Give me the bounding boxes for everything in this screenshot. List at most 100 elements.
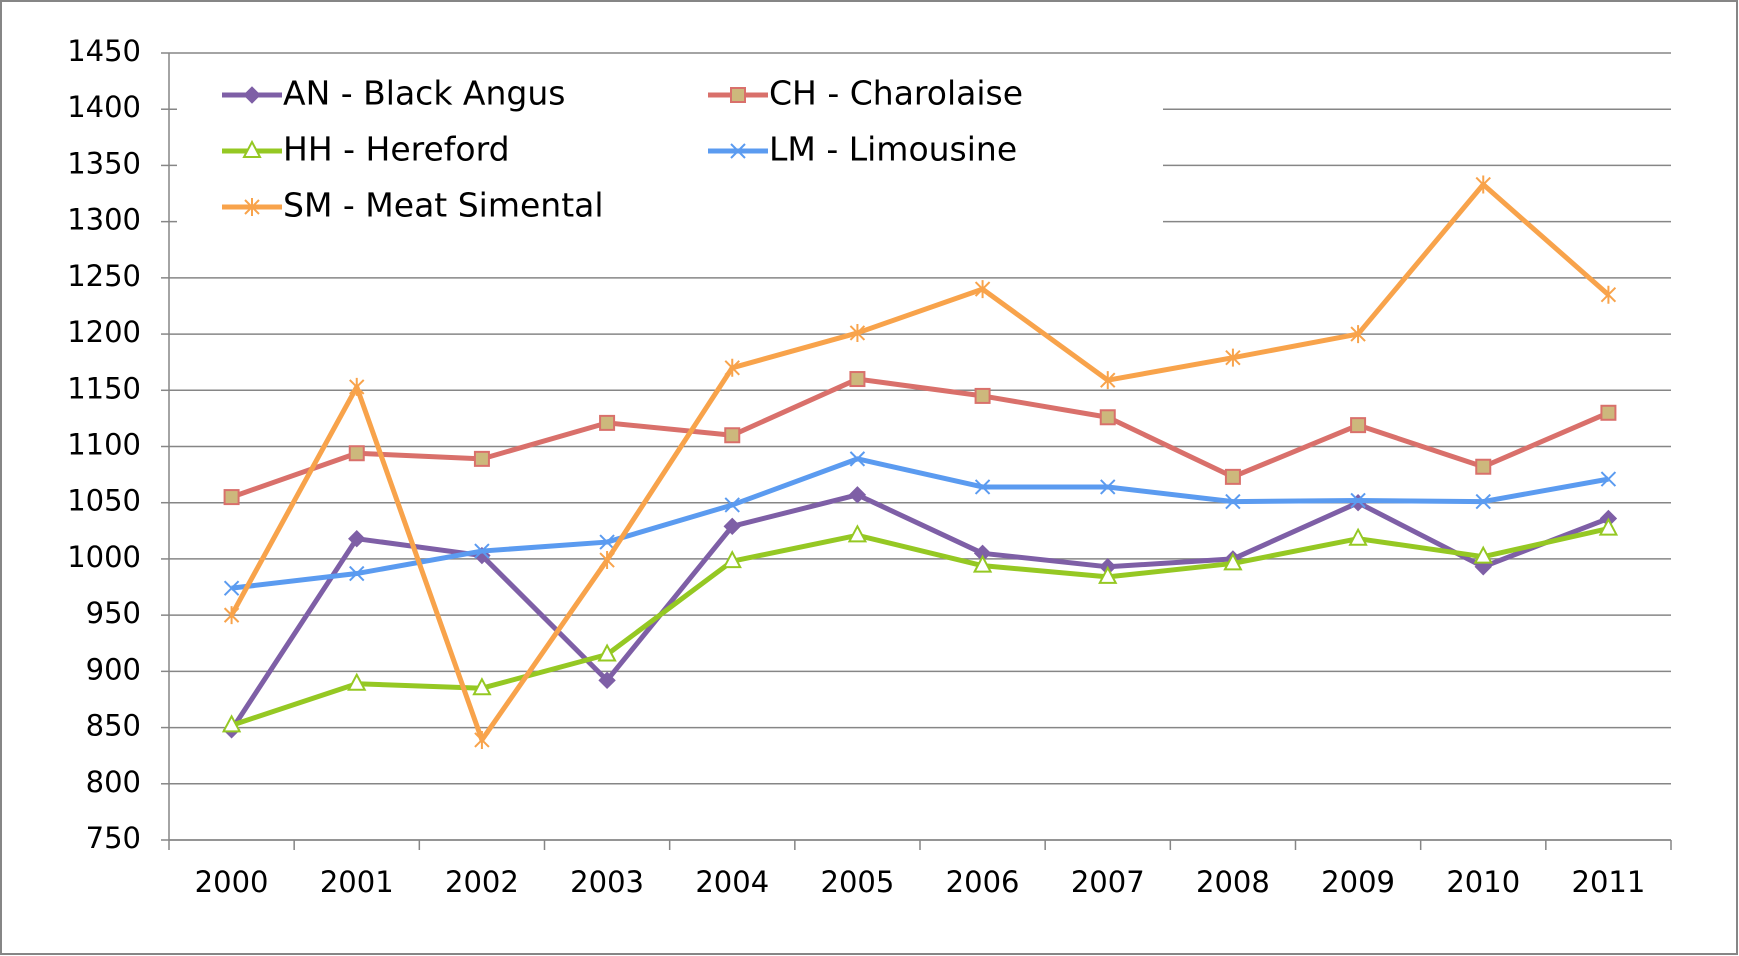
y-tick-label: 1400 xyxy=(67,90,141,124)
marker xyxy=(849,323,866,342)
marker xyxy=(597,643,617,662)
marker-shape xyxy=(598,671,616,690)
x-tick-label: 2009 xyxy=(1321,865,1395,899)
marker xyxy=(598,671,616,690)
marker xyxy=(730,87,746,103)
marker xyxy=(1100,479,1116,495)
x-tick-label: 2010 xyxy=(1446,865,1520,899)
marker-shape xyxy=(348,445,365,462)
marker xyxy=(847,524,868,543)
marker xyxy=(1099,409,1116,426)
marker xyxy=(724,497,740,513)
marker-shape xyxy=(1223,552,1243,571)
marker-shape xyxy=(599,414,616,431)
marker xyxy=(974,280,991,299)
marker-shape xyxy=(474,730,490,749)
marker-shape xyxy=(1598,517,1619,536)
marker-shape xyxy=(223,580,240,596)
marker-shape xyxy=(724,497,740,513)
marker xyxy=(599,414,616,431)
marker xyxy=(1350,492,1366,509)
x-tick-label: 2007 xyxy=(1071,865,1145,899)
y-tick-label: 1000 xyxy=(67,540,141,574)
marker-shape xyxy=(1225,348,1241,367)
marker-shape xyxy=(1224,468,1241,485)
marker xyxy=(848,486,867,504)
marker-shape xyxy=(243,86,261,104)
marker-shape xyxy=(348,529,366,548)
y-tick-label: 850 xyxy=(86,709,141,743)
legend-label: HH - Hereford xyxy=(283,130,510,169)
marker xyxy=(723,517,741,536)
marker-shape xyxy=(974,479,991,495)
x-tick-label: 2006 xyxy=(946,865,1020,899)
marker xyxy=(244,198,260,216)
marker xyxy=(849,371,866,388)
marker xyxy=(243,86,261,104)
marker-shape xyxy=(1473,545,1493,564)
marker xyxy=(730,143,746,159)
marker xyxy=(1473,545,1493,564)
marker-shape xyxy=(722,550,742,569)
marker xyxy=(347,672,367,691)
marker-shape xyxy=(972,554,993,573)
marker xyxy=(348,529,366,548)
marker-shape xyxy=(724,427,741,444)
y-tick-label: 800 xyxy=(86,765,141,799)
x-tick-label: 2011 xyxy=(1572,865,1646,899)
marker xyxy=(1225,348,1241,367)
legend-background xyxy=(177,61,1163,233)
marker-shape xyxy=(849,323,866,342)
x-tick-label: 2004 xyxy=(695,865,769,899)
marker-shape xyxy=(724,358,740,377)
y-tick-label: 1450 xyxy=(67,34,141,68)
marker-shape xyxy=(244,198,260,216)
series-line xyxy=(230,376,1610,500)
marker xyxy=(223,489,240,506)
marker xyxy=(474,543,490,559)
marker-shape xyxy=(1100,371,1116,390)
marker xyxy=(349,565,365,582)
marker-shape xyxy=(597,643,617,662)
marker-shape xyxy=(1350,417,1367,434)
marker-shape xyxy=(730,87,746,103)
marker-shape xyxy=(1600,285,1617,304)
marker-shape xyxy=(1475,493,1491,510)
y-tick-label: 1100 xyxy=(67,428,141,462)
legend-label: SM - Meat Simental xyxy=(283,186,604,225)
legend-label: AN - Black Angus xyxy=(283,74,565,113)
marker-shape xyxy=(1475,458,1492,475)
marker-shape xyxy=(347,672,367,691)
marker xyxy=(1600,404,1617,421)
marker xyxy=(1598,517,1619,536)
marker xyxy=(1350,325,1366,344)
y-tick-label: 750 xyxy=(86,821,141,855)
marker xyxy=(972,554,993,573)
marker xyxy=(1475,175,1491,194)
marker-shape xyxy=(223,606,240,625)
marker-shape xyxy=(599,551,615,570)
marker xyxy=(1475,458,1492,475)
marker xyxy=(722,550,742,569)
marker xyxy=(473,450,490,467)
marker xyxy=(1224,468,1241,485)
x-tick-label: 2005 xyxy=(821,865,895,899)
marker xyxy=(1475,493,1491,510)
y-tick-label: 1150 xyxy=(67,371,141,405)
marker-shape xyxy=(349,377,365,396)
marker-shape xyxy=(1350,325,1366,344)
marker xyxy=(221,714,242,733)
marker xyxy=(974,479,991,495)
y-tick-label: 1300 xyxy=(67,203,141,237)
marker-shape xyxy=(1098,565,1118,584)
marker-shape xyxy=(848,486,867,504)
legend-label: CH - Charolaise xyxy=(769,74,1023,113)
marker xyxy=(223,606,240,625)
x-tick-label: 2003 xyxy=(570,865,644,899)
marker-shape xyxy=(849,371,866,388)
marker-shape xyxy=(730,143,746,159)
y-tick-label: 1050 xyxy=(67,484,141,518)
marker xyxy=(1600,471,1617,487)
marker-shape xyxy=(974,280,991,299)
